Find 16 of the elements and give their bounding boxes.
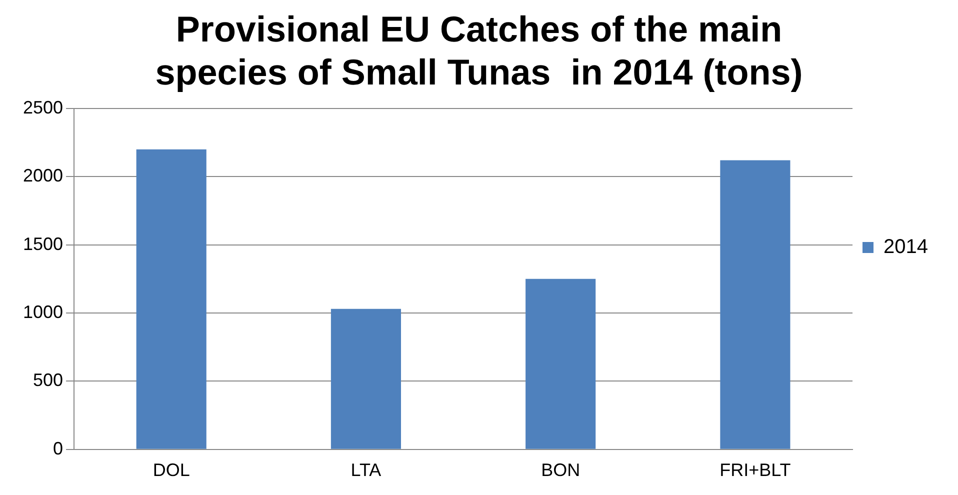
y-tick-label: 1000 (22, 302, 64, 322)
bar (330, 308, 401, 449)
y-tick-label: 2000 (22, 166, 64, 186)
y-tick-label: 1500 (22, 234, 64, 254)
bar (526, 278, 596, 449)
legend-label: 2014 (884, 236, 928, 258)
x-tick-label: LTA (350, 460, 382, 480)
x-tick-label: FRI+BLT (720, 460, 791, 480)
chart-title: Provisional EU Catches of the main species of Small Tunas in 2014 (tons) (155, 8, 803, 93)
bar (720, 160, 790, 449)
y-tick-label: 0 (53, 438, 64, 458)
x-tick-label: BON (541, 460, 580, 480)
x-tick-label: DOL (152, 460, 190, 480)
y-tick-label: 500 (32, 370, 64, 390)
bar (136, 149, 206, 449)
y-tick-label: 2500 (22, 97, 64, 118)
